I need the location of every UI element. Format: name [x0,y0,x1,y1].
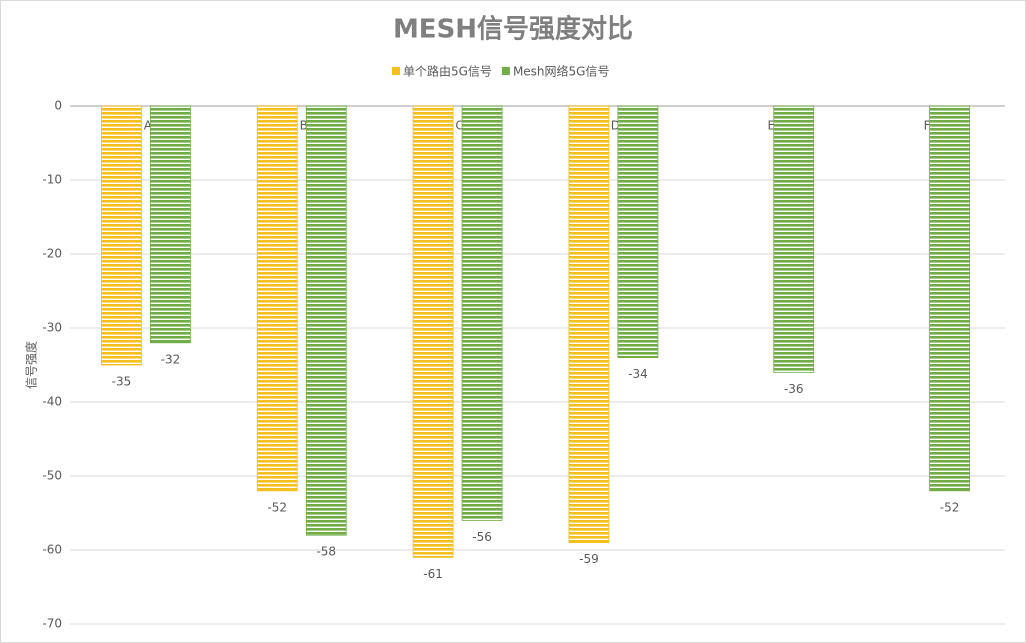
x-tick-label: A [144,119,153,133]
x-tick-label: B [300,119,308,133]
bar [773,105,815,373]
data-label: -56 [472,530,492,544]
y-tick-label: -50 [42,469,62,483]
y-tick-label: -20 [42,247,62,261]
x-tick-label: C [455,119,463,133]
legend-swatch [501,67,510,75]
bar [101,105,142,366]
data-label: -59 [579,552,599,566]
bar [461,105,503,521]
bar [412,105,454,558]
y-tick-label: -70 [42,617,62,631]
data-label: -58 [316,545,336,559]
data-label: -52 [940,500,960,514]
y-tick-label: -30 [42,321,62,335]
y-tick-label: -40 [42,395,62,409]
bar [568,105,610,544]
y-tick-label: -60 [42,543,62,557]
data-label: -52 [267,500,287,514]
x-tick-label: F [924,119,931,133]
data-label: -36 [784,382,804,396]
legend-swatch [392,67,400,75]
bar [305,105,347,536]
bar [256,105,298,492]
chart-title: MESH信号强度对比 [393,14,633,45]
legend-label: Mesh网络5G信号 [513,64,610,79]
data-label: -61 [423,567,443,581]
bar [617,105,659,359]
x-tick-label: D [611,119,620,133]
legend-label: 单个路由5G信号 [403,64,492,79]
y-tick-label: -10 [42,173,62,187]
y-axis-label: 信号强度 [24,341,39,389]
bar [929,105,970,492]
data-label: -32 [161,352,181,366]
y-tick-label: 0 [54,99,62,113]
data-label: -34 [628,367,648,381]
bar [150,105,191,344]
x-tick-label: E [767,119,775,133]
data-label: -35 [112,375,132,389]
